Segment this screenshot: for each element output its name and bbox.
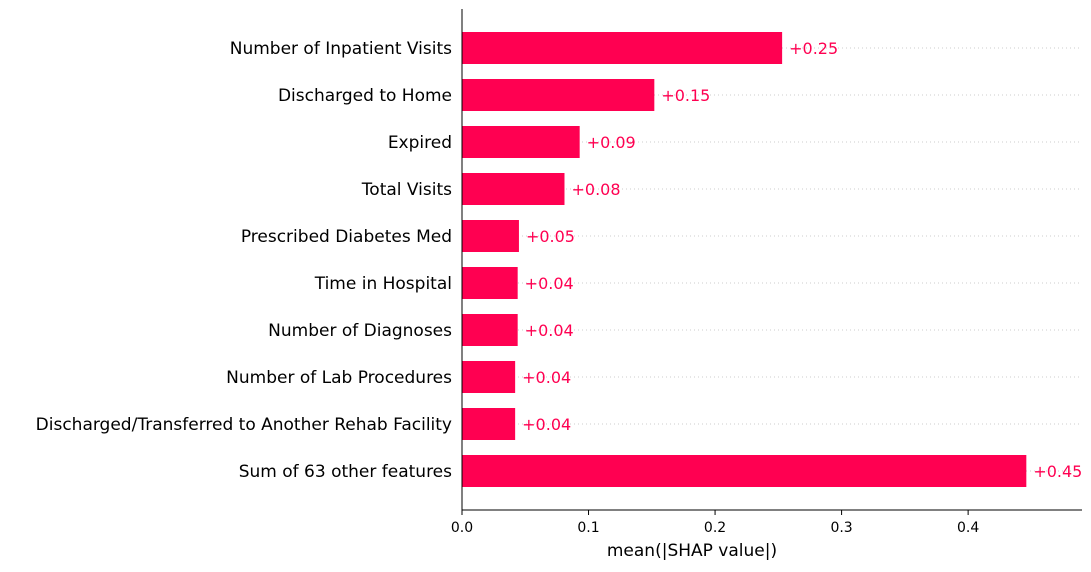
x-tick-label: 0.3: [830, 520, 852, 536]
bar: [462, 267, 518, 299]
bar-value-label: +0.04: [522, 415, 571, 434]
bar: [462, 173, 565, 205]
bar-value-label: +0.45: [1033, 462, 1082, 481]
bar: [462, 455, 1027, 487]
bar-value-label: +0.04: [522, 368, 571, 387]
feature-label: Discharged to Home: [278, 86, 452, 106]
bar-value-label: +0.15: [661, 86, 710, 105]
bar: [462, 220, 519, 252]
bar: [462, 314, 518, 346]
feature-label: Number of Diagnoses: [268, 321, 452, 341]
row-guide-lines: [462, 47, 1082, 472]
feature-label: Discharged/Transferred to Another Rehab …: [36, 415, 452, 435]
bar: [462, 408, 516, 440]
x-tick-label: 0.2: [704, 520, 726, 536]
feature-label: Total Visits: [361, 180, 452, 200]
bar-value-label: +0.05: [526, 227, 575, 246]
value-labels-group: +0.25 +0.15 +0.09 +0.08 +0.05 +0.04 +0.04 +0.04…: [522, 39, 1082, 481]
feature-label: Time in Hospital: [314, 274, 452, 294]
x-tick-label: 0.4: [957, 520, 979, 536]
bar: [462, 32, 783, 64]
feature-labels-group: Number of Inpatient Visits Discharged to …: [36, 39, 452, 482]
bar-value-label: +0.09: [587, 133, 636, 152]
feature-label: Number of Lab Procedures: [226, 368, 452, 388]
bar-value-label: +0.04: [525, 274, 574, 293]
feature-label: Expired: [388, 133, 452, 153]
bar-value-label: +0.25: [789, 39, 838, 58]
bar: [462, 79, 655, 111]
x-tick-label: 0.0: [451, 520, 473, 536]
feature-label: Prescribed Diabetes Med: [241, 227, 452, 247]
feature-label: Number of Inpatient Visits: [230, 39, 452, 59]
bar: [462, 361, 516, 393]
bar: [462, 126, 580, 158]
bar-value-label: +0.08: [571, 180, 620, 199]
bar-value-label: +0.04: [525, 321, 574, 340]
feature-label: Sum of 63 other features: [239, 462, 452, 482]
x-axis-title: mean(|SHAP value|): [607, 541, 777, 561]
bars-group: [462, 32, 1027, 487]
x-ticks-group: 0.0 0.1 0.2 0.3 0.4: [451, 510, 979, 536]
x-tick-label: 0.1: [577, 520, 599, 536]
